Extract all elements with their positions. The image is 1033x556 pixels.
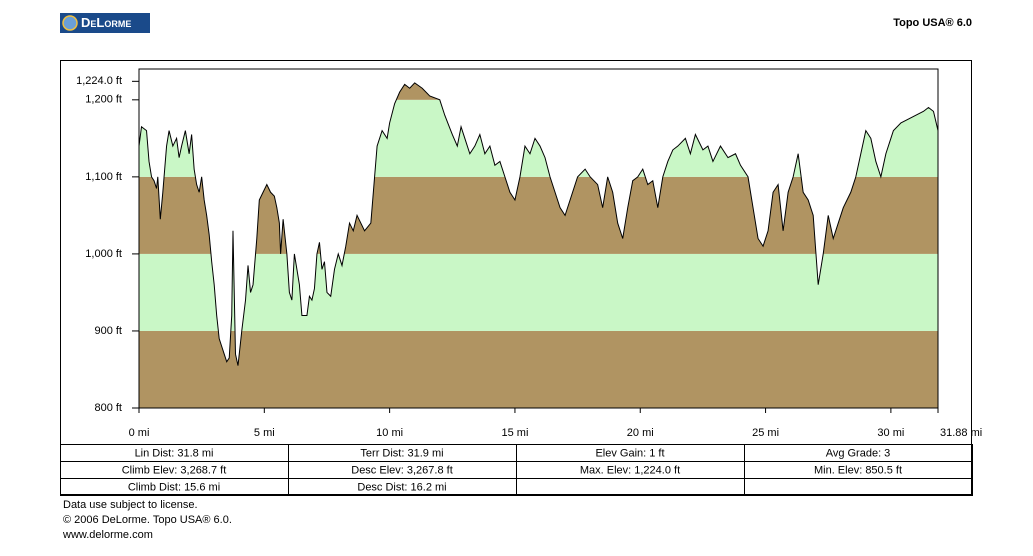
logo-globe <box>62 15 78 31</box>
table-cell <box>744 478 973 496</box>
x-tick-label: 20 mi <box>627 427 654 439</box>
y-tick-label: 1,224.0 ft <box>76 75 122 87</box>
x-tick-label: 15 mi <box>501 427 528 439</box>
table-text: Desc Elev: 3,267.8 ft <box>351 464 453 476</box>
table-text: Lin Dist: 31.8 mi <box>135 447 214 459</box>
logo-text: DeLorme <box>81 15 131 30</box>
footer-line: Data use subject to license. <box>63 499 198 511</box>
table-text: Climb Elev: 3,268.7 ft <box>122 464 227 476</box>
elevation-line <box>138 82 939 366</box>
table-text: Min. Elev: 850.5 ft <box>814 464 902 476</box>
table-text: Avg Grade: 3 <box>826 447 891 459</box>
x-tick-label: 31.88 mi <box>940 427 982 439</box>
y-tick-label: 900 ft <box>94 325 122 337</box>
footer-line: © 2006 DeLorme. Topo USA® 6.0. <box>63 514 232 526</box>
table-text: Climb Dist: 15.6 mi <box>128 481 220 493</box>
table-text: Elev Gain: 1 ft <box>595 447 664 459</box>
footer-line: www.delorme.com <box>62 529 153 541</box>
table-text: Terr Dist: 31.9 mi <box>360 447 443 459</box>
y-tick-label: 800 ft <box>94 402 122 414</box>
elevation-band <box>139 330 938 408</box>
y-tick-label: 1,100 ft <box>85 171 122 183</box>
elevation-band <box>139 253 938 331</box>
x-tick-label: 5 mi <box>254 427 275 439</box>
plot-border <box>138 68 939 409</box>
y-tick-label: 1,000 ft <box>85 248 122 260</box>
table-text: Max. Elev: 1,224.0 ft <box>580 464 680 476</box>
table-text: Desc Dist: 16.2 mi <box>357 481 446 493</box>
x-tick-label: 0 mi <box>129 427 150 439</box>
y-tick-label: 1,200 ft <box>85 94 122 106</box>
product-title: Topo USA® 6.0 <box>893 17 972 29</box>
logo-box <box>60 13 150 33</box>
x-tick-label: 25 mi <box>752 427 779 439</box>
table-cell <box>516 478 745 496</box>
x-tick-label: 10 mi <box>376 427 403 439</box>
x-tick-label: 30 mi <box>877 427 904 439</box>
